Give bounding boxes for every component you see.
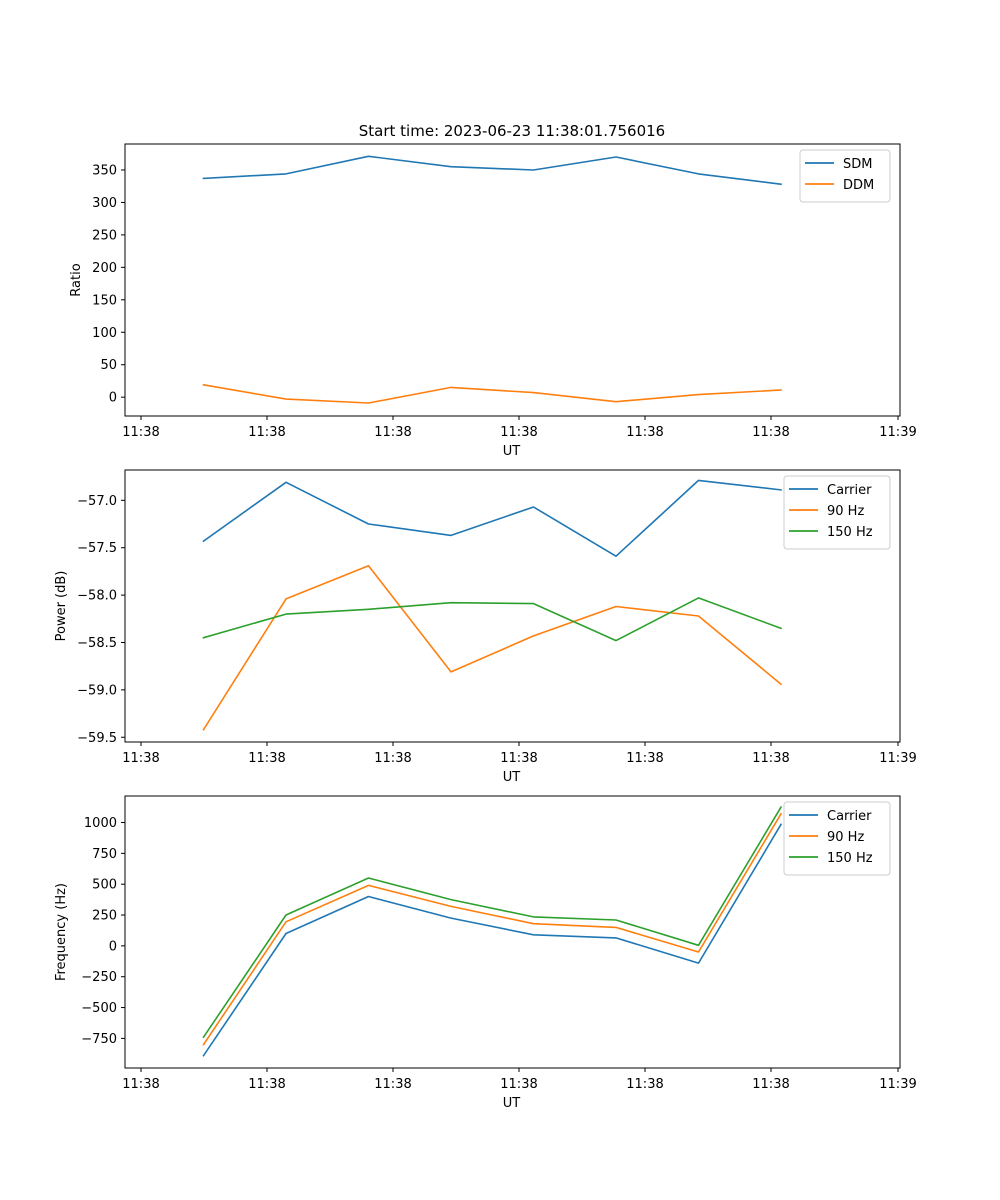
series-line-3 — [202, 597, 783, 642]
x-tick-label: 11:38 — [374, 1077, 411, 1092]
legend-entry-label: 90 Hz — [827, 830, 864, 845]
legend-entry-label: Carrier — [827, 809, 872, 824]
x-axis-label: UT — [503, 770, 521, 785]
y-axis-label: Ratio — [69, 263, 84, 296]
y-tick-label: −58.5 — [77, 636, 117, 651]
y-tick-label: −57.5 — [77, 541, 117, 556]
legend: Carrier 90 Hz 150 Hz — [783, 801, 891, 876]
legend: Carrier 90 Hz 150 Hz — [783, 475, 891, 550]
y-tick-label: −57.0 — [77, 494, 117, 509]
y-tick-label: 100 — [92, 326, 117, 341]
x-tick-label: 11:39 — [879, 425, 916, 440]
y-tick-label: 300 — [92, 196, 117, 211]
y-tick-label: −250 — [81, 970, 117, 985]
y-tick-label: 50 — [100, 358, 117, 373]
x-tick-label: 11:38 — [626, 1077, 663, 1092]
x-tick-label: 11:38 — [122, 425, 159, 440]
x-tick-label: 11:38 — [752, 751, 789, 766]
x-axis-label: UT — [503, 444, 521, 459]
x-tick-label: 11:38 — [626, 751, 663, 766]
axes-frame — [124, 795, 901, 1069]
y-tick-label: 0 — [109, 939, 117, 954]
y-tick-label: 250 — [92, 228, 117, 243]
y-tick-label: −750 — [81, 1032, 117, 1047]
series-line-1 — [202, 823, 783, 1057]
y-tick-label: −58.0 — [77, 589, 117, 604]
y-axis-label: Frequency (Hz) — [54, 883, 69, 981]
y-tick-label: 0 — [109, 391, 117, 406]
y-tick-label: 200 — [92, 261, 117, 276]
x-tick-label: 11:38 — [122, 1077, 159, 1092]
y-tick-label: 750 — [92, 847, 117, 862]
y-tick-label: −500 — [81, 1001, 117, 1016]
x-tick-label: 11:39 — [879, 751, 916, 766]
plots-container: 11:38 11:38 11:38 11:38 11:38 11:38 11:39 0 50 10… — [54, 143, 917, 1111]
legend-entry-label: 90 Hz — [827, 504, 864, 519]
series-line-1 — [202, 155, 782, 186]
legend-entry-label: DDM — [843, 178, 874, 193]
y-tick-label: 250 — [92, 909, 117, 924]
y-tick-label: 350 — [92, 163, 117, 178]
x-tick-label: 11:38 — [752, 1077, 789, 1092]
series-line-2 — [202, 383, 782, 404]
y-tick-label: −59.0 — [77, 683, 117, 698]
x-tick-label: 11:38 — [248, 751, 285, 766]
legend-entry-label: Carrier — [827, 483, 872, 498]
axes-frame — [124, 469, 901, 743]
y-tick-label: 150 — [92, 293, 117, 308]
x-tick-label: 11:38 — [752, 425, 789, 440]
legend-entry-label: SDM — [843, 157, 872, 172]
subplot-2: 11:38 11:38 11:38 11:38 11:38 11:38 11:39 −59.5… — [54, 469, 917, 785]
legend-entry-label: 150 Hz — [827, 525, 873, 540]
series-line-3 — [202, 806, 783, 1039]
y-axis-label: Power (dB) — [54, 571, 69, 642]
subplot-1: 11:38 11:38 11:38 11:38 11:38 11:38 11:39 0 50 10… — [69, 143, 917, 459]
figure-title: Start time: 2023-06-23 11:38:01.756016 — [359, 122, 665, 140]
x-tick-label: 11:38 — [500, 751, 537, 766]
y-tick-label: 500 — [92, 878, 117, 893]
x-tick-label: 11:38 — [122, 751, 159, 766]
x-tick-label: 11:38 — [248, 425, 285, 440]
x-tick-label: 11:38 — [374, 425, 411, 440]
series-line-2 — [202, 812, 783, 1046]
x-tick-label: 11:39 — [879, 1077, 916, 1092]
series-line-2 — [202, 564, 783, 731]
x-tick-label: 11:38 — [500, 1077, 537, 1092]
axes-frame — [124, 143, 901, 417]
x-tick-label: 11:38 — [374, 751, 411, 766]
legend: SDM DDM — [799, 149, 891, 203]
x-tick-label: 11:38 — [500, 425, 537, 440]
y-tick-label: −59.5 — [77, 731, 117, 746]
x-tick-label: 11:38 — [248, 1077, 285, 1092]
series-line-1 — [202, 479, 782, 558]
legend-entry-label: 150 Hz — [827, 851, 873, 866]
x-axis-label: UT — [503, 1096, 521, 1111]
x-tick-label: 11:38 — [626, 425, 663, 440]
y-tick-label: 1000 — [84, 816, 117, 831]
subplot-3: 11:38 11:38 11:38 11:38 11:38 11:38 11:39 −750 −… — [54, 795, 917, 1111]
